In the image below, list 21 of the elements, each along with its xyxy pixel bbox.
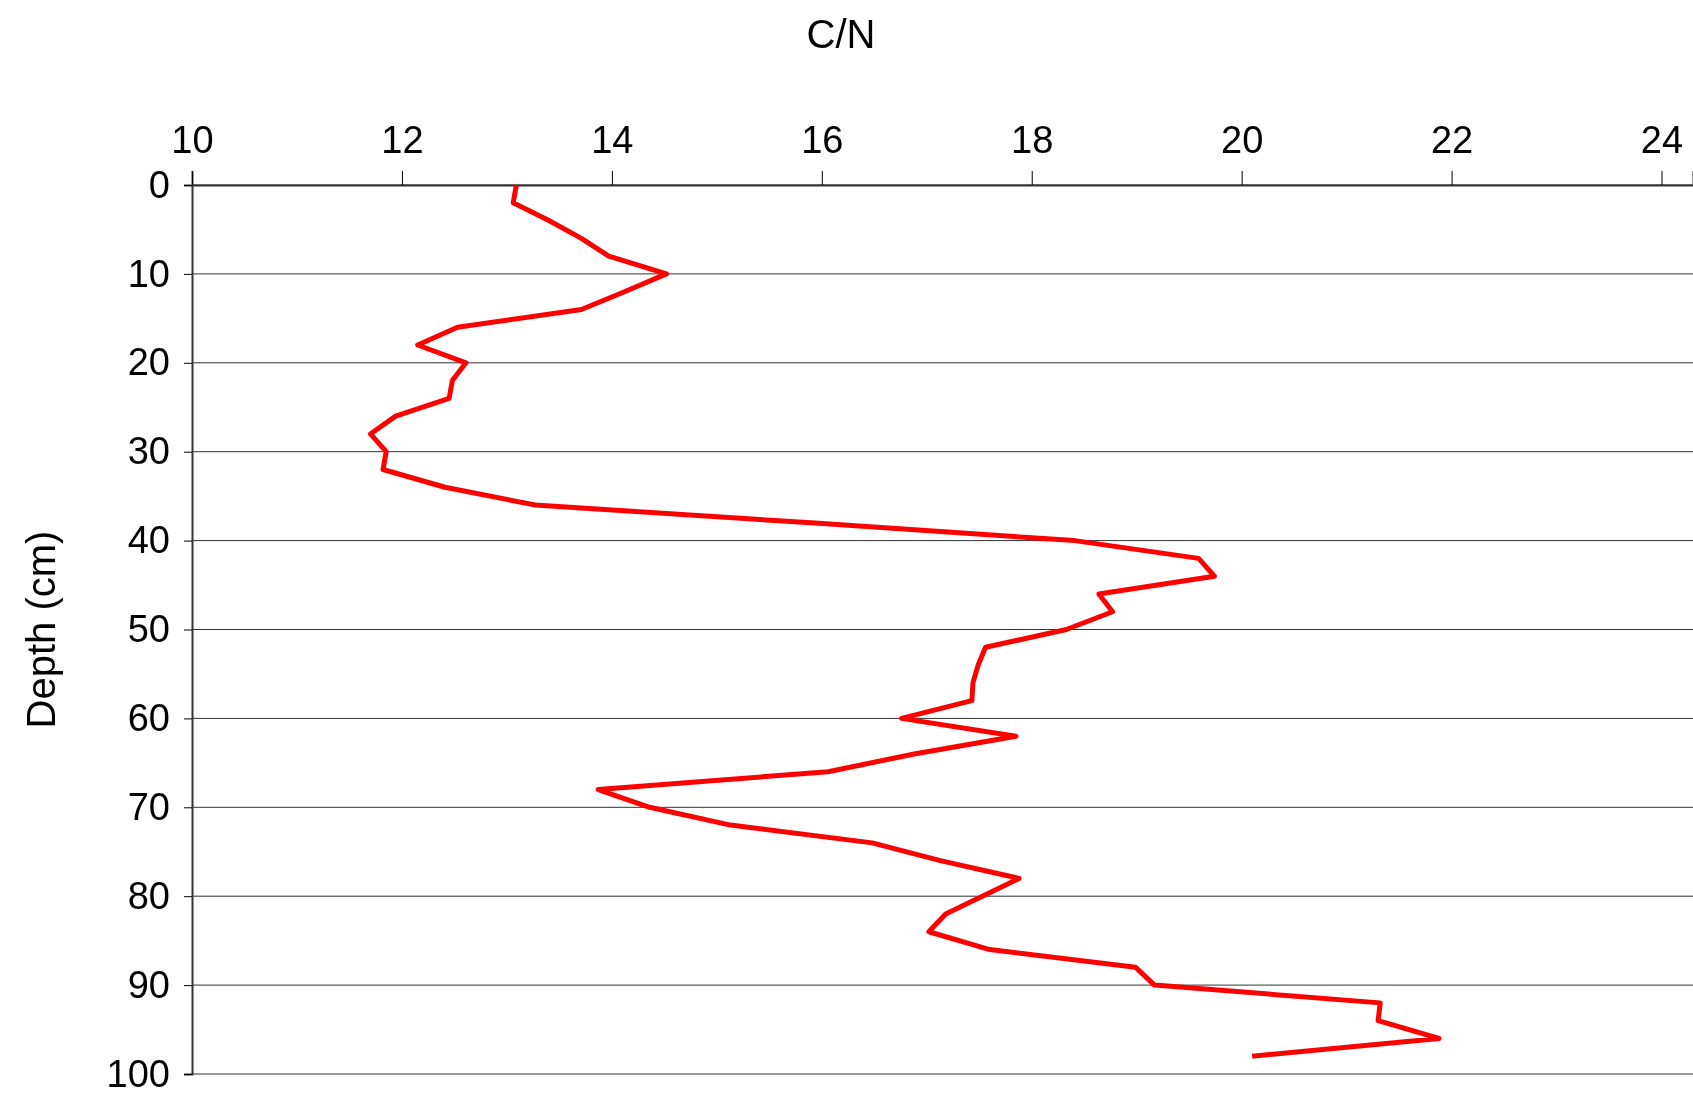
y-axis-title: Depth (cm) <box>19 530 63 729</box>
y-tick-label: 50 <box>127 608 170 651</box>
y-tick-label: 70 <box>127 785 170 828</box>
y-tick-label: 0 <box>148 163 170 206</box>
y-tick-label: 100 <box>106 1052 170 1095</box>
x-axis-title: C/N <box>806 12 876 56</box>
x-tick-label: 20 <box>1221 119 1264 161</box>
x-tick-label: 14 <box>591 119 634 161</box>
x-tick-label: 18 <box>1011 119 1054 161</box>
y-tick-label: 10 <box>127 252 170 295</box>
y-tick-label: 30 <box>127 430 170 473</box>
y-tick-label: 80 <box>127 874 170 917</box>
x-tick-label: 24 <box>1640 119 1684 161</box>
x-tick-label: 16 <box>801 119 844 161</box>
y-tick-label: 40 <box>127 519 170 562</box>
x-tick-label: 22 <box>1430 119 1474 161</box>
x-tick-label: 10 <box>171 119 214 161</box>
y-tick-label: 90 <box>127 963 170 1006</box>
y-tick-label: 60 <box>127 697 170 740</box>
y-tick-label: 20 <box>127 341 170 384</box>
x-tick-label: 12 <box>381 119 424 161</box>
